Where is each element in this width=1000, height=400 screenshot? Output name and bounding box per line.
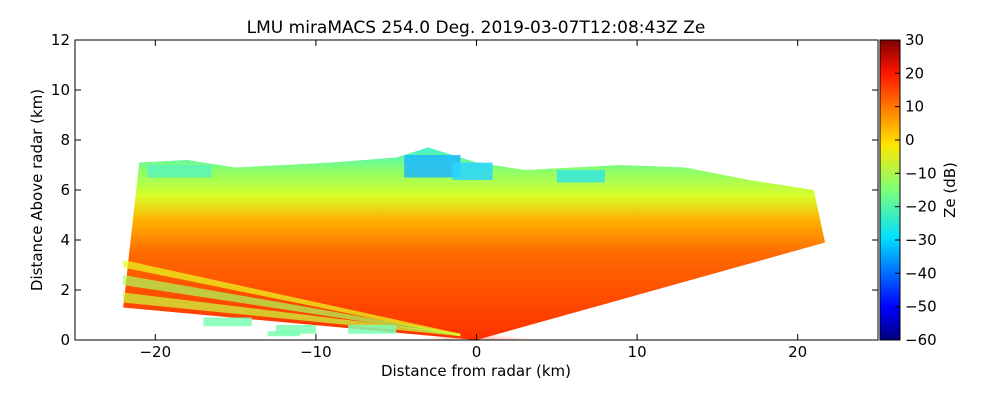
clutter-patch — [203, 317, 252, 327]
x-tick-label: 0 — [472, 343, 482, 361]
radar-scan-echo — [123, 147, 826, 340]
y-tick-label: 0 — [60, 331, 70, 349]
y-tick-label: 2 — [60, 281, 70, 299]
echo-beam-streak — [123, 275, 461, 337]
y-tick-label: 8 — [60, 131, 70, 149]
echo-fringe-cell — [147, 165, 212, 178]
clutter-patch — [348, 325, 397, 334]
colorbar-tick-label: 30 — [905, 31, 924, 49]
colorbar-tick-label: −10 — [905, 164, 937, 182]
colorbar-tick-label: 20 — [905, 64, 924, 82]
echo-beam-streak — [123, 260, 461, 337]
echo-region — [123, 147, 826, 340]
colorbar-tick-label: −20 — [905, 198, 937, 216]
plot-area — [123, 147, 826, 340]
echo-fringe-cell — [556, 170, 605, 183]
x-tick-label: −20 — [139, 343, 171, 361]
x-tick-label: 20 — [788, 343, 807, 361]
y-tick-label: 10 — [51, 81, 70, 99]
colorbar-tick-label: −60 — [905, 331, 937, 349]
colorbar-tick-label: −30 — [905, 231, 937, 249]
x-tick-label: 10 — [628, 343, 647, 361]
clutter-patch — [267, 331, 300, 337]
clutter-patch — [275, 325, 316, 334]
colorbar-tick-label: −50 — [905, 298, 937, 316]
colorbar-tick-label: −40 — [905, 264, 937, 282]
y-axis: 0 2 4 6 8 10 12 — [51, 31, 878, 349]
x-axis-label: Distance from radar (km) — [381, 362, 571, 380]
x-tick-label: −10 — [300, 343, 332, 361]
colorbar-label: Ze (dB) — [941, 162, 959, 218]
colorbar-axis: 30 20 10 0 −10 −20 −30 −40 −50 −60 — [895, 31, 937, 349]
colorbar-tick-label: 10 — [905, 98, 924, 116]
y-axis-label: Distance Above radar (km) — [28, 89, 46, 291]
y-tick-label: 12 — [51, 31, 70, 49]
colorbar — [879, 39, 901, 341]
y-tick-label: 4 — [60, 231, 70, 249]
echo-fringe-cell — [404, 155, 461, 178]
colorbar-tick-label: 0 — [905, 131, 915, 149]
chart-title: LMU miraMACS 254.0 Deg. 2019-03-07T12:08… — [247, 18, 706, 38]
x-axis: −20 −10 0 10 20 — [139, 40, 807, 361]
echo-fringe-cell — [452, 162, 493, 180]
y-tick-label: 6 — [60, 181, 70, 199]
